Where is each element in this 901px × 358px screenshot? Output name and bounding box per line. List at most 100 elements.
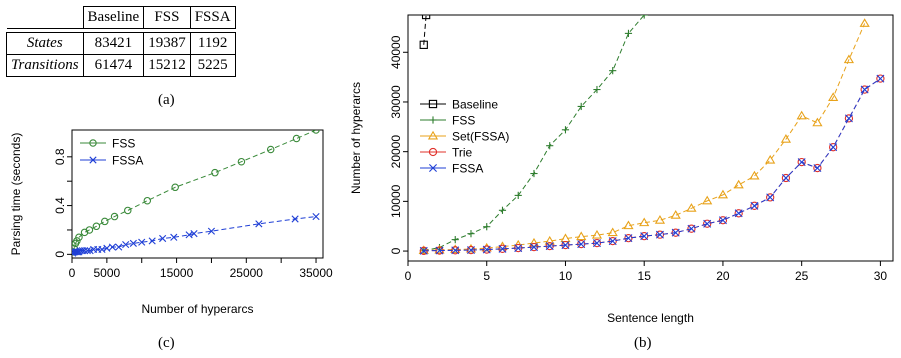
data-point (607, 227, 618, 237)
data-point (654, 215, 666, 224)
plot-frame (407, 14, 894, 262)
series-baseline (419, 15, 431, 49)
data-point (108, 243, 117, 251)
y-tick-label: 40000 (389, 35, 403, 69)
data-point (185, 231, 193, 239)
table-header-fssa: FSSA (189, 6, 236, 29)
x-axis-label: Sentence length (607, 311, 694, 325)
y-tick-label: 0 (53, 251, 67, 258)
data-point (207, 227, 216, 235)
data-point (421, 15, 431, 20)
data-point (237, 157, 246, 166)
y-tick-label: 30000 (389, 85, 403, 119)
data-point (687, 224, 696, 233)
data-point (561, 126, 570, 134)
table-row-label-states: States (6, 32, 84, 55)
table-cell: 1192 (189, 32, 236, 55)
data-point (292, 134, 301, 143)
data-point (608, 237, 617, 246)
data-point (498, 244, 507, 253)
data-point (312, 130, 320, 134)
data-point (85, 226, 94, 234)
x-tick-label: 25000 (230, 266, 264, 280)
data-point (766, 193, 775, 202)
data-point (734, 209, 743, 218)
data-point (859, 18, 870, 27)
legend-item-trie: Trie (420, 145, 473, 159)
caption-b: (b) (634, 335, 652, 351)
data-point (781, 173, 791, 183)
series-line (72, 216, 317, 254)
data-point (419, 40, 428, 49)
data-point (765, 154, 776, 164)
data-point (717, 189, 729, 199)
x-tick-label: 0 (69, 266, 76, 280)
data-point (812, 117, 823, 127)
data-point (750, 201, 759, 210)
y-axis: 0 0.4 0.8 (53, 148, 72, 258)
x-axis-label: Number of hyperarcs (141, 302, 253, 316)
x-tick-label: 5 (483, 269, 490, 283)
legend-label: FSSA (452, 161, 483, 175)
data-point (498, 206, 507, 214)
data-point (702, 195, 713, 205)
data-point (418, 245, 429, 255)
data-point (451, 246, 460, 255)
data-point (545, 242, 554, 251)
legend-marker (89, 156, 97, 164)
data-point (103, 244, 111, 252)
y-axis-label: Number of hyperarcs (349, 82, 363, 194)
legend-marker (89, 139, 97, 147)
data-point (72, 248, 80, 256)
x-tick-label: 30 (874, 269, 888, 283)
data-point (529, 243, 538, 252)
data-point (312, 212, 320, 221)
data-point (828, 92, 839, 101)
x-tick-label: 5000 (94, 266, 121, 280)
data-point (796, 110, 807, 120)
y-tick-label: 0.4 (53, 197, 67, 214)
data-point (829, 143, 838, 152)
x-tick-label: 25 (795, 269, 809, 283)
table-header-fss: FSS (143, 6, 191, 29)
data-point (530, 169, 538, 178)
y-tick-label: 10000 (389, 184, 403, 218)
data-point (843, 54, 855, 64)
data-point (576, 231, 587, 241)
data-point (159, 234, 167, 243)
legend-marker (427, 130, 439, 140)
parsing-time-chart: 0 5000 15000 25000 35000 0 0.4 0.8 Number of hyp… (9, 129, 333, 316)
data-point (624, 234, 633, 243)
y-tick-label: 20000 (389, 135, 403, 169)
legend-item-fssa: FSSA (80, 153, 143, 167)
table-corner (6, 6, 84, 29)
data-point (255, 220, 263, 228)
data-point (766, 193, 775, 202)
x-axis: 0 5000 15000 25000 35000 (69, 258, 333, 280)
data-point (80, 247, 89, 255)
table-cell: 15212 (143, 54, 191, 77)
data-point (671, 228, 680, 237)
plot-frame (71, 129, 324, 259)
data-point (467, 230, 475, 238)
table-cell: 5225 (189, 54, 236, 77)
data-point (797, 158, 806, 167)
data-point (593, 85, 601, 94)
data-point (844, 114, 853, 123)
legend-label: FSS (112, 136, 135, 150)
x-tick-label: 35000 (299, 266, 333, 280)
legend-label: FSSA (112, 153, 143, 167)
data-point (876, 74, 885, 83)
data-point (860, 85, 869, 94)
data-point (670, 210, 681, 219)
data-point (75, 233, 83, 242)
data-point (797, 157, 806, 167)
data-point (451, 236, 459, 244)
data-point (609, 67, 617, 75)
hyperarcs-chart: 0 5 10 15 20 25 30 0 10000 20000 30000 40000 Sentenc… (349, 14, 894, 325)
x-tick-label: 20 (716, 269, 730, 283)
data-point (655, 230, 664, 239)
series-line (423, 15, 427, 45)
caption-a: (a) (158, 92, 175, 108)
data-point (750, 201, 759, 210)
